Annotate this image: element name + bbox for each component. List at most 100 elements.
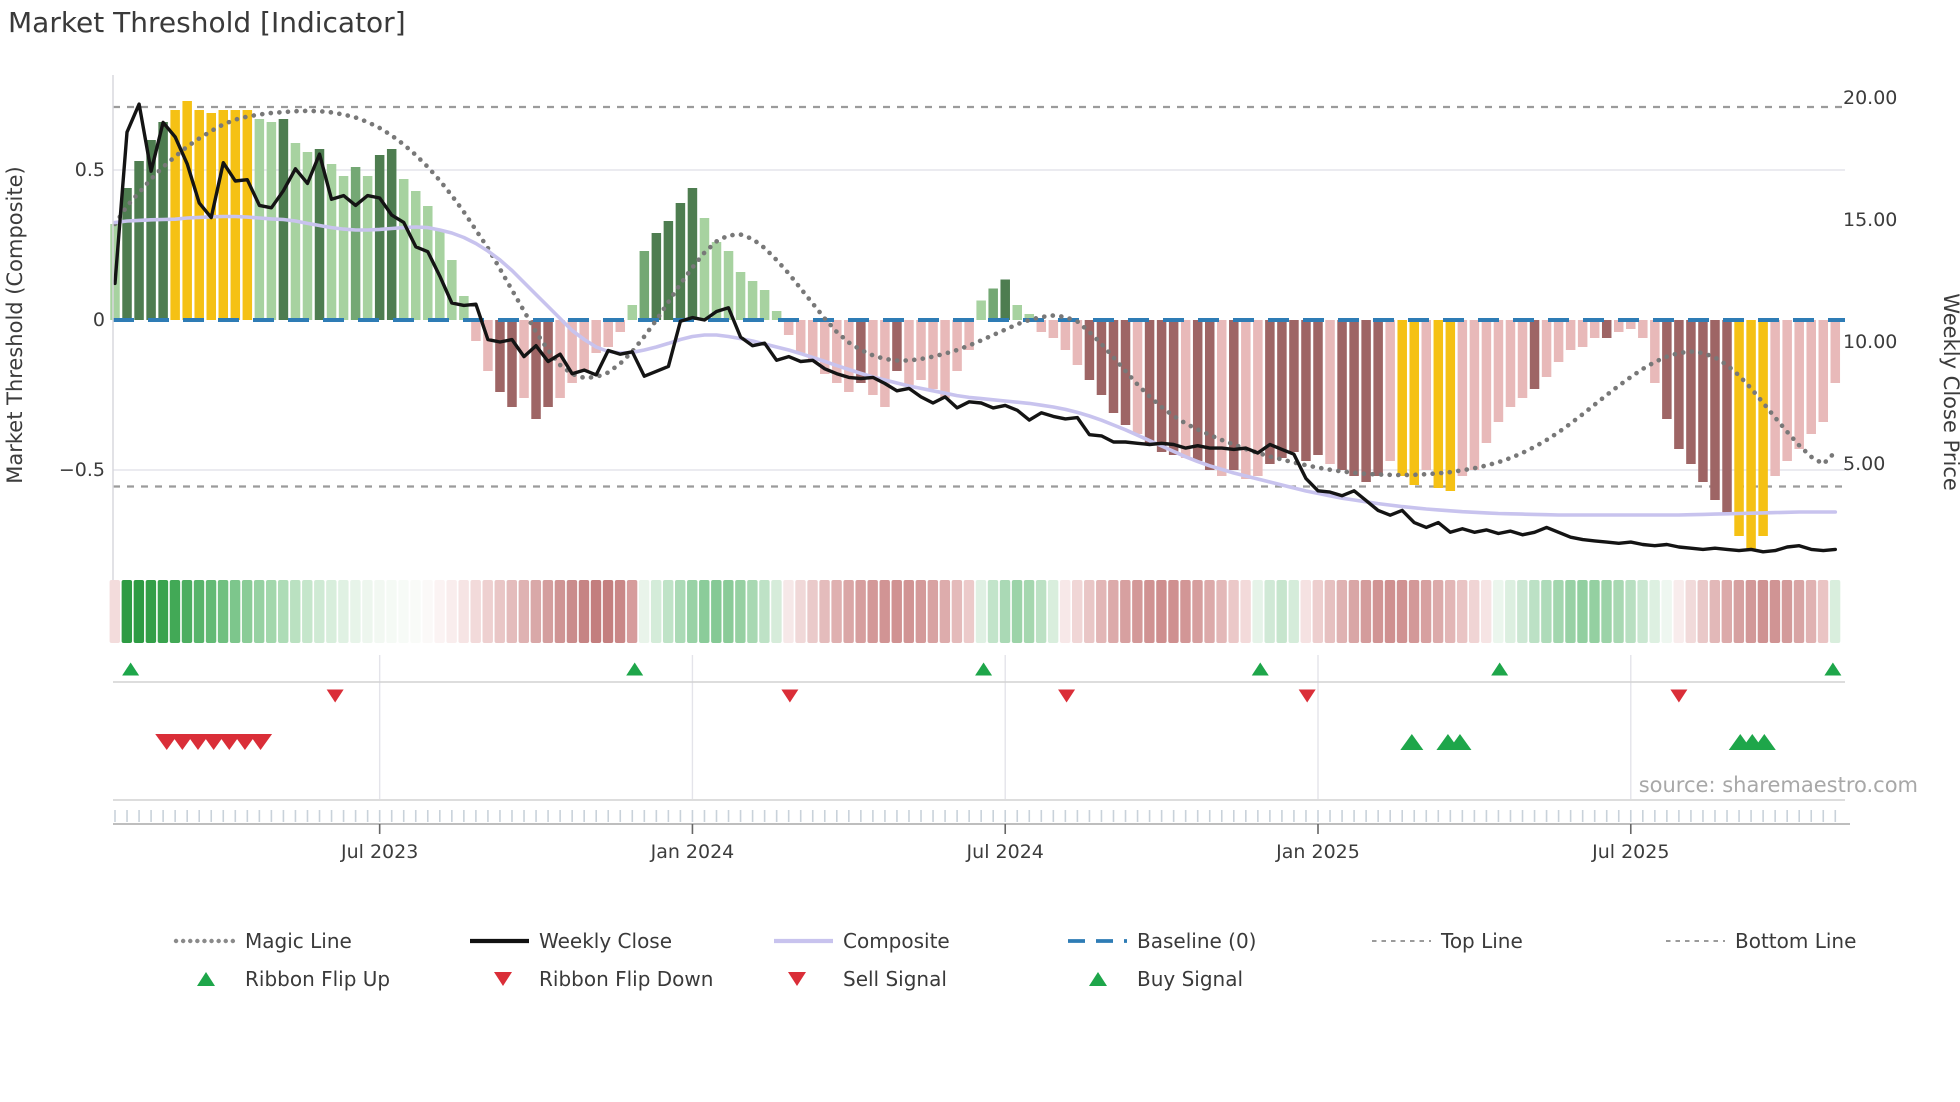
- ribbon-cell: [181, 580, 193, 643]
- source-note: source: sharemaestro.com: [1639, 773, 1918, 797]
- top-bottom-threshold-lines: [113, 105, 1845, 488]
- ribbon-flip-up-marker: [626, 662, 644, 676]
- ribbon-cell: [1541, 580, 1552, 643]
- ribbon-cell: [939, 580, 951, 643]
- bar: [579, 320, 589, 371]
- ribbon-cell: [1769, 580, 1781, 643]
- bar: [1686, 320, 1696, 464]
- ribbon-cell: [1228, 580, 1239, 643]
- ribbon-cell: [747, 580, 758, 643]
- bar: [543, 320, 553, 407]
- ribbon-cell: [482, 580, 493, 643]
- y-axis-tick-label: 10.00: [1843, 331, 1897, 353]
- legend-marker-triangle-up-green: [197, 972, 215, 986]
- ribbon-cell: [1084, 580, 1095, 643]
- ribbon-cell: [891, 580, 902, 643]
- bar: [1433, 320, 1444, 488]
- ribbon-cell: [1072, 580, 1083, 643]
- ribbon-cell: [554, 580, 566, 643]
- y-axis-right-tick-labels: 20.00 15.00 10.00 5.00: [1843, 87, 1897, 475]
- legend-label: Buy Signal: [1137, 967, 1243, 991]
- bar: [1156, 320, 1167, 452]
- y-axis-tick-label: 0: [93, 309, 105, 331]
- ribbon-cell: [1709, 580, 1720, 643]
- ribbon-cell: [711, 580, 722, 643]
- bar: [711, 242, 722, 320]
- ribbon-cell: [410, 580, 421, 643]
- bar: [350, 167, 361, 320]
- ribbon-cell: [109, 580, 120, 643]
- ribbon-cell: [434, 580, 445, 643]
- bar: [302, 152, 313, 320]
- ribbon-cell: [374, 580, 385, 643]
- bar: [507, 320, 517, 407]
- ribbon-cell: [290, 580, 301, 643]
- ribbon-cell: [362, 580, 373, 643]
- ribbon-cell: [1252, 580, 1263, 643]
- ribbon-cell: [314, 580, 325, 643]
- ribbon-cell: [1553, 580, 1564, 643]
- ribbon-flip-up-marker: [1824, 662, 1842, 676]
- composite-line: [113, 214, 1838, 517]
- bar: [386, 149, 397, 320]
- buy-signal-marker: [1448, 734, 1472, 750]
- ribbon-cell: [1204, 580, 1215, 643]
- ribbon-cell: [133, 580, 145, 643]
- ribbon-cell: [1505, 580, 1516, 643]
- bar: [832, 320, 842, 383]
- ribbon-cell: [446, 580, 457, 643]
- bar: [447, 260, 457, 320]
- ribbon-cell: [1360, 580, 1372, 643]
- ribbon-cell: [1577, 580, 1588, 643]
- bar: [988, 288, 998, 320]
- bar: [1589, 320, 1600, 338]
- bar: [1301, 320, 1311, 461]
- ribbon-cell: [1589, 580, 1600, 643]
- ribbon-cell: [879, 580, 890, 643]
- legend-label: Ribbon Flip Up: [245, 967, 390, 991]
- ribbon-flip-up-marker: [975, 662, 993, 676]
- bar: [1048, 320, 1059, 338]
- ribbon-cell: [590, 580, 602, 643]
- bar: [1229, 320, 1239, 470]
- ribbon-cell: [1613, 580, 1624, 643]
- ribbon-flip-down-marker: [781, 689, 799, 703]
- bar: [326, 164, 337, 320]
- ribbon-cell: [1288, 580, 1299, 643]
- ribbon-cell: [999, 580, 1011, 643]
- bar: [398, 179, 409, 320]
- bar: [675, 203, 686, 320]
- x-axis: Jul 2023 Jan 2024 Jul 2024 Jan 2025 Jul 2025: [113, 810, 1850, 863]
- bar: [1241, 320, 1251, 479]
- ribbon-cell: [1529, 580, 1540, 643]
- bar: [892, 320, 902, 371]
- ribbon-cell: [1481, 580, 1492, 643]
- ribbon-cell: [1432, 580, 1444, 643]
- ribbon-flip-down-marker: [1058, 689, 1076, 703]
- ribbon-cell: [675, 580, 686, 643]
- ribbon-cell: [278, 580, 289, 643]
- bar: [1289, 320, 1299, 452]
- ribbon-cell: [1011, 580, 1023, 643]
- ribbon-cell: [1132, 580, 1143, 643]
- ribbon-cell: [1264, 580, 1275, 643]
- legend-marker-triangle-down-red: [494, 972, 512, 986]
- ribbon-cell: [530, 580, 542, 643]
- bar: [651, 233, 662, 320]
- bar: [1541, 320, 1552, 377]
- bar: [134, 161, 144, 320]
- ribbon-cell: [626, 580, 638, 643]
- ribbon-cell: [867, 580, 878, 643]
- bar: [1638, 320, 1648, 338]
- ribbon-cell: [1216, 580, 1227, 643]
- ribbon-cell: [1336, 580, 1348, 643]
- ribbon-flip-down-marker: [1298, 689, 1316, 703]
- bar: [314, 149, 325, 320]
- ribbon-cell: [1348, 580, 1360, 643]
- ribbon-cell: [963, 580, 975, 643]
- bar: [844, 320, 854, 392]
- bar: [868, 320, 878, 395]
- ribbon-cell: [771, 580, 782, 643]
- ribbon-cell: [1733, 580, 1745, 643]
- bar: [940, 320, 950, 398]
